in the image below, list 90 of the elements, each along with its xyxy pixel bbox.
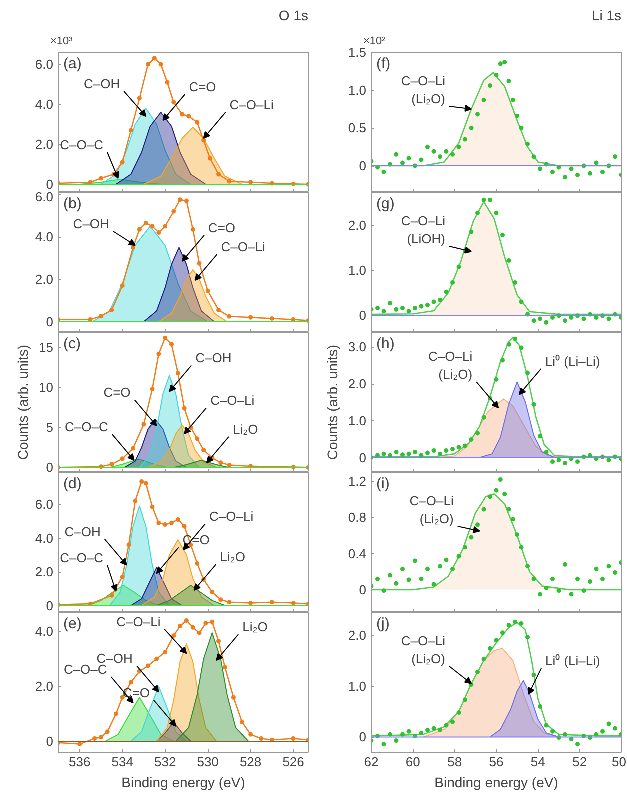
x-tick-label: 50 [612, 754, 627, 770]
x-tick-label: 62 [364, 754, 379, 770]
annotation: C–O–Li (Li₂O) [428, 349, 473, 382]
annotation: C–O–C [60, 138, 104, 152]
y-tick-label: 0 [359, 730, 367, 745]
y-axis-title: Counts (arb. units) [15, 344, 32, 460]
y-tick-label: 4.0 [35, 624, 54, 640]
annotation: C–O–Li [221, 240, 266, 255]
annotation: (i) [376, 476, 390, 492]
y-tick-label: 6.0 [35, 497, 54, 512]
x-tick-label: 54 [530, 754, 546, 770]
x-tick-label: 534 [112, 754, 134, 770]
annotation: C–O–Li [230, 98, 274, 112]
annotation: C=O [189, 80, 216, 94]
y-tick-label: 5 [46, 420, 54, 436]
annotation: (g) [376, 196, 395, 212]
y-tick-label: 1.0 [348, 82, 367, 98]
y-tick-label: 0 [359, 158, 367, 174]
y-tick-label: 2.0 [35, 272, 54, 287]
annotation: C–O–C [65, 420, 108, 434]
y-tick-label: 15 [39, 340, 54, 356]
y-tick-label: 2.0 [348, 218, 367, 234]
x-axis-title: Binding energy (eV) [434, 774, 558, 790]
y-tick-label: 0 [46, 734, 54, 750]
y-tick-label: 0 [46, 177, 54, 192]
annotation: (f) [376, 56, 391, 72]
y-tick-label: 6.0 [35, 57, 54, 72]
annotation: Li⁰ (Li–Li) [545, 354, 600, 369]
text: ×10³ [50, 36, 74, 48]
y-tick-label: 10 [39, 380, 54, 396]
annotation: (e) [64, 616, 82, 632]
y-tick-label: 0 [359, 582, 367, 598]
annotation: (a) [64, 56, 82, 72]
y-tick-label: 0 [46, 314, 54, 330]
y-tick-label: 1.0 [348, 263, 367, 278]
y-tick-label: 2.0 [348, 628, 367, 643]
y-tick-label: 1.5 [348, 45, 367, 60]
annotation: Li₂O [220, 550, 246, 565]
y-tick-label: 0 [46, 460, 54, 476]
annotation: (j) [376, 616, 390, 632]
y-axis-title: Counts (arb. units) [324, 344, 340, 460]
annotation: (c) [64, 336, 81, 352]
annotation: C–OH [196, 350, 232, 366]
annotation: C–OH [84, 76, 120, 92]
x-tick-label: 530 [197, 754, 219, 770]
annotation: C–O–Li [116, 614, 161, 630]
annotation: C–O–C [60, 550, 104, 566]
y-tick-label: 1.0 [348, 678, 367, 694]
annotation: Li⁰ (Li–Li) [546, 653, 600, 668]
text: ×10² [364, 36, 386, 48]
y-tick-label: 1.0 [348, 413, 367, 428]
annotation: (d) [64, 476, 82, 492]
y-tick-label: 2.0 [35, 564, 54, 580]
annotation: Li₂O [233, 422, 258, 437]
annotation: (h) [376, 336, 395, 352]
annotation: C–OH [64, 524, 101, 540]
chart-title: Li 1s [592, 8, 622, 24]
annotation: Li₂O [242, 620, 268, 635]
annotation: C–O–Li (Li₂O) [401, 634, 446, 666]
annotation: C=O [208, 220, 236, 236]
y-tick-label: 2.0 [35, 679, 54, 694]
y-tick-label: 0.5 [348, 120, 367, 136]
y-tick-label: 0 [359, 308, 367, 323]
annotation: C–OH [73, 216, 110, 232]
y-tick-label: 0 [359, 450, 367, 466]
x-tick-label: 52 [572, 754, 588, 770]
x-tick-label: 526 [282, 754, 304, 770]
y-tick-label: 0.8 [348, 510, 367, 526]
annotation: C=O [104, 385, 131, 400]
y-tick-label: 4.0 [35, 530, 54, 546]
y-tick-label: 2.0 [348, 376, 367, 392]
y-tick-label: 4.0 [35, 230, 54, 245]
y-tick-label: 3.0 [348, 340, 367, 355]
x-tick-label: 56 [489, 754, 504, 770]
x-tick-label: 60 [406, 754, 420, 770]
y-tick-label: 0 [46, 598, 54, 614]
annotation: (b) [64, 196, 82, 212]
y-tick-label: 0.4 [348, 546, 367, 562]
y-tick-label: 4.0 [35, 97, 54, 112]
y-tick-label: 2.0 [35, 137, 54, 152]
annotation: C–O–Li [210, 393, 255, 408]
x-tick-label: 528 [240, 754, 262, 770]
y-tick-label: 6.0 [35, 190, 54, 204]
x-tick-label: 58 [448, 754, 462, 770]
y-tick-label: 1.2 [348, 474, 367, 490]
x-tick-label: 532 [154, 754, 176, 770]
chart-title: O 1s [278, 8, 309, 24]
x-axis-title: Binding energy (eV) [122, 774, 246, 790]
x-tick-label: 536 [69, 754, 91, 770]
annotation: C–O–Li [210, 509, 254, 524]
